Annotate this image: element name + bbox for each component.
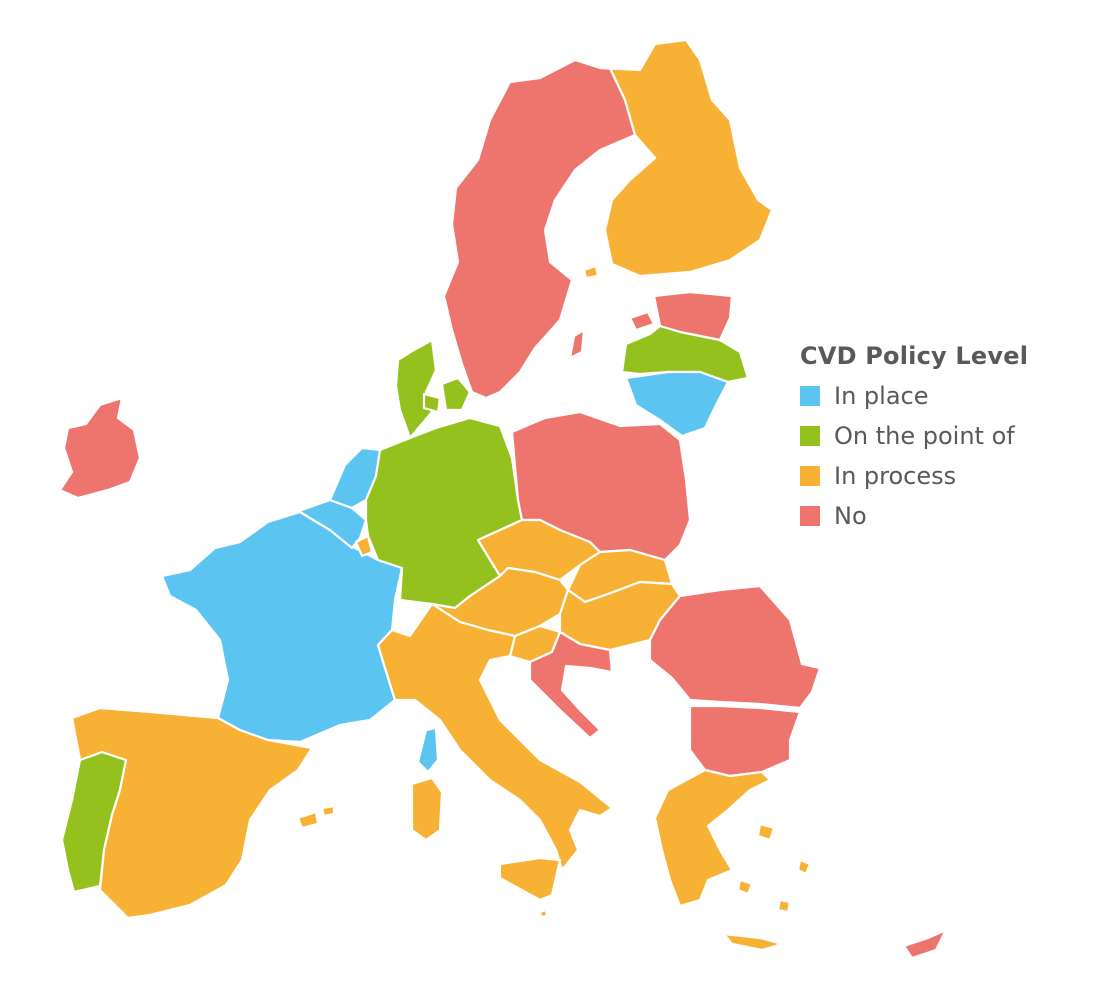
- island-balearic: [296, 804, 336, 830]
- country-finland: [573, 38, 774, 278]
- country-romania: [648, 584, 822, 710]
- country-croatia: [528, 630, 614, 740]
- island-crete: [722, 932, 784, 952]
- island-cyprus: [902, 928, 948, 960]
- country-denmark: [394, 338, 438, 440]
- island-sicily: [498, 856, 562, 902]
- island-danish-islands: [422, 376, 472, 414]
- country-latvia: [620, 324, 750, 384]
- legend-item-no: No: [800, 496, 1028, 536]
- legend-item-on-the-point-of: On the point of: [800, 416, 1028, 456]
- island-malta: [538, 908, 549, 919]
- island-estonian-islands: [628, 310, 656, 332]
- legend-item-in-place: In place: [800, 376, 1028, 416]
- island-sardinia: [410, 776, 444, 842]
- country-ireland: [58, 396, 142, 500]
- legend-label-in-process: In process: [834, 462, 957, 490]
- island-aland: [582, 264, 600, 280]
- legend-label-in-place: In place: [834, 382, 929, 410]
- legend-label-no: No: [834, 502, 867, 530]
- island-greek-islands: [736, 822, 812, 914]
- legend-swatch-in-place: [800, 386, 820, 406]
- country-bulgaria: [688, 704, 802, 778]
- legend-swatch-in-process: [800, 466, 820, 486]
- country-lithuania: [624, 370, 730, 438]
- country-luxembourg: [354, 534, 374, 558]
- country-italy: [376, 602, 614, 872]
- legend-label-on-the-point-of: On the point of: [834, 422, 1015, 450]
- legend-swatch-no: [800, 506, 820, 526]
- legend-swatch-on-the-point-of: [800, 426, 820, 446]
- legend-title: CVD Policy Level: [800, 342, 1029, 370]
- legend: CVD Policy Level In place On the point o…: [800, 342, 1028, 536]
- island-gotland: [568, 328, 586, 360]
- country-greece: [653, 768, 772, 908]
- legend-item-in-process: In process: [800, 456, 1028, 496]
- island-corsica: [416, 726, 440, 774]
